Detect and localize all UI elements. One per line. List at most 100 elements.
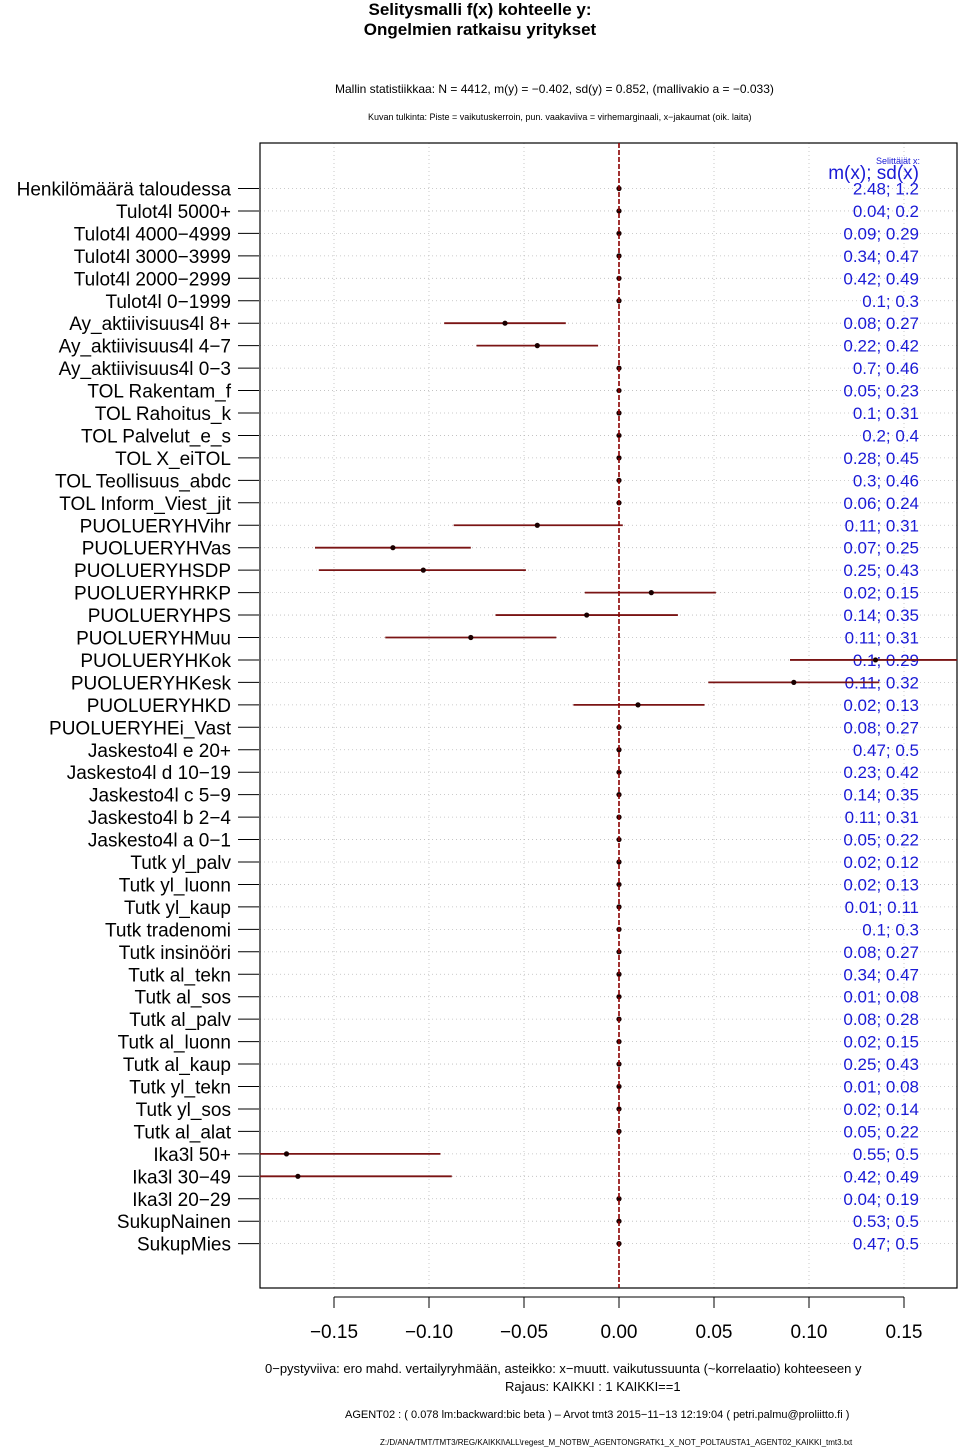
row-stat: 0.11; 0.31	[845, 629, 919, 648]
row-stat: 0.11; 0.31	[845, 516, 919, 535]
estimate-point	[616, 230, 622, 236]
row-label: Tulot4l 3000−3999	[74, 247, 231, 268]
row-label: Tutk al_alat	[133, 1122, 231, 1143]
row-stat: 0.1; 0.3	[862, 920, 919, 939]
x-tick-label: 0.15	[886, 1322, 923, 1343]
row-stat: 0.28; 0.45	[843, 449, 919, 468]
row-label: Tulot4l 2000−2999	[74, 269, 231, 290]
row-stat: 0.47; 0.5	[853, 741, 919, 760]
row-label: SukupMies	[137, 1235, 231, 1256]
row-label: Tutk al_sos	[135, 988, 231, 1009]
model-stats-text: Mallin statistiikkaa: N = 4412, m(y) = −…	[335, 82, 774, 96]
row-label: Tutk yl_kaup	[124, 898, 231, 919]
estimate-point	[616, 1083, 622, 1090]
row-label: SukupNainen	[117, 1212, 231, 1233]
estimate-point	[872, 657, 879, 663]
row-stat: 0.14; 0.35	[843, 786, 919, 805]
row-label: Jaskesto4l d 10−19	[67, 763, 231, 784]
row-label: Ika3l 30−49	[132, 1167, 231, 1188]
row-label: TOL Rahoitus_k	[95, 404, 232, 425]
x-axis: −0.15 −0.10 −0.05 0.00 0.05 0.10 0.15	[310, 1296, 923, 1343]
row-stat: 0.55; 0.5	[853, 1145, 919, 1164]
row-stat: 0.08; 0.28	[843, 1010, 919, 1029]
row-label: Henkilömäärä taloudessa	[17, 180, 232, 201]
row-label: PUOLUERYHKesk	[71, 673, 232, 694]
row-label: TOL Inform_Viest_jit	[59, 494, 232, 515]
row-label: PUOLUERYHKok	[80, 651, 231, 672]
footer-line4: Z:/D/ANA/TMT/TMT3/REG/KAIKKI\ALL\regest_…	[380, 1438, 853, 1447]
row-stat: 0.34; 0.47	[843, 965, 919, 984]
plot-frame	[259, 142, 958, 1289]
estimate-point	[616, 971, 622, 977]
row-stat: 0.22; 0.42	[843, 337, 919, 356]
explainers-label: Selittäjät x:	[876, 156, 920, 166]
row-stat: 0.08; 0.27	[843, 943, 919, 962]
estimate-point	[616, 769, 622, 775]
row-label: Tutk al_palv	[129, 1010, 231, 1031]
row-label: Ika3l 50+	[153, 1145, 231, 1166]
row-stat: 0.05; 0.23	[843, 382, 919, 401]
row-stat: 0.11; 0.31	[845, 808, 919, 827]
estimate-point	[534, 343, 540, 349]
row-label: TOL Rakentam_f	[87, 382, 231, 403]
row-stat: 0.04; 0.2	[853, 202, 919, 221]
row-label: PUOLUERYHSDP	[74, 561, 231, 582]
row-stat: 0.42; 0.49	[843, 269, 919, 288]
row-label: Tutk yl_sos	[136, 1100, 231, 1121]
row-label: Tutk yl_palv	[130, 853, 231, 874]
estimate-point	[791, 679, 797, 686]
estimate-point	[283, 1151, 290, 1157]
row-stat: 0.14; 0.35	[843, 606, 919, 625]
row-stat: 0.01; 0.08	[843, 1078, 919, 1097]
chart-title-line2: Ongelmien ratkaisu yritykset	[363, 20, 597, 39]
row-label: PUOLUERYHRKP	[74, 584, 231, 605]
x-tick-label: −0.10	[405, 1322, 453, 1343]
row-stat: 2.48; 1.2	[853, 180, 919, 199]
footer-line3: AGENT02 : ( 0.078 lm:backward:bic beta )…	[345, 1409, 850, 1421]
row-label: Tutk al_tekn	[128, 965, 231, 986]
row-label: PUOLUERYHVihr	[80, 516, 232, 537]
estimate-point	[468, 634, 474, 641]
row-stat: 0.01; 0.08	[843, 988, 919, 1007]
row-label: PUOLUERYHMuu	[76, 629, 231, 650]
row-label: Tulot4l 4000−4999	[74, 224, 231, 245]
row-label: Jaskesto4l b 2−4	[88, 808, 232, 829]
estimate-point	[616, 1196, 622, 1202]
row-stat: 0.7; 0.46	[853, 359, 919, 378]
row-stat: 0.02; 0.13	[843, 696, 919, 715]
row-stat: 0.08; 0.27	[843, 718, 919, 737]
row-stat: 0.25; 0.43	[843, 561, 919, 580]
stats-header: m(x); sd(x)	[828, 163, 919, 184]
row-stat: 0.01; 0.11	[845, 898, 919, 917]
row-stat: 0.02; 0.15	[843, 1033, 919, 1052]
row-label: Ay_aktiivisuus4l 4−7	[59, 337, 231, 358]
row-label: Tulot4l 0−1999	[105, 292, 231, 313]
row-stat: 0.08; 0.27	[843, 314, 919, 333]
row-label: Jaskesto4l a 0−1	[88, 831, 231, 852]
row-label: TOL Palvelut_e_s	[81, 426, 231, 447]
row-stat: 0.47; 0.5	[853, 1235, 919, 1254]
row-label: Tutk insinööri	[119, 943, 231, 964]
row-label: PUOLUERYHKD	[87, 696, 231, 717]
row-stat: 0.11; 0.32	[845, 673, 919, 692]
estimate-point	[534, 522, 540, 528]
row-stat: 0.02; 0.12	[843, 853, 919, 872]
row-label: PUOLUERYHEi_Vast	[49, 718, 232, 739]
rows-layer: Henkilömäärä taloudessa 2.48; 1.2 Tulot4l …	[17, 143, 957, 1288]
row-label: Jaskesto4l c 5−9	[89, 786, 231, 807]
row-label: TOL Teollisuus_abdc	[55, 471, 231, 492]
row-stat: 0.53; 0.5	[853, 1212, 919, 1231]
row-stat: 0.42; 0.49	[843, 1167, 919, 1186]
row-stat: 0.07; 0.25	[843, 539, 919, 558]
estimate-point	[616, 432, 622, 439]
row-label: Tulot4l 5000+	[116, 202, 231, 223]
estimate-point	[616, 455, 622, 461]
row-stat: 0.25; 0.43	[843, 1055, 919, 1074]
row-stat: 0.2; 0.4	[862, 426, 919, 445]
row-label: Tutk al_luonn	[118, 1033, 231, 1054]
row-label: Ika3l 20−29	[132, 1190, 231, 1211]
row-label: Ay_aktiivisuus4l 8+	[69, 314, 231, 335]
estimate-point	[390, 545, 396, 551]
interpretation-text: Kuvan tulkinta: Piste = vaikutuskerroin,…	[368, 112, 752, 122]
